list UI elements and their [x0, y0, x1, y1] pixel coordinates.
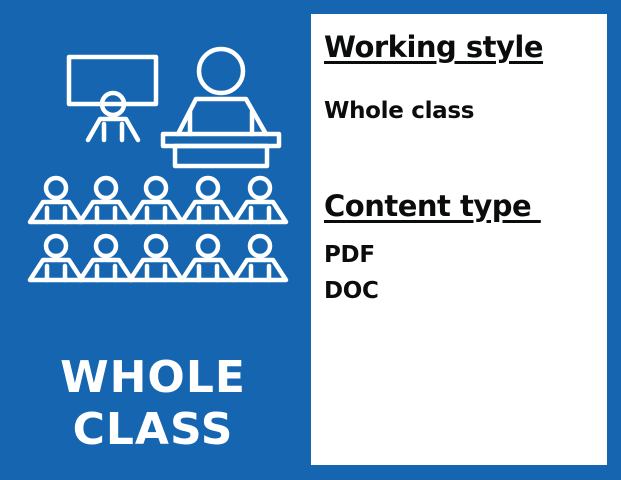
student-figure — [179, 175, 237, 225]
student-body — [77, 257, 135, 283]
student-head — [43, 175, 69, 201]
student-head — [143, 175, 169, 201]
content-type-heading: Content type — [324, 189, 541, 223]
student-body — [179, 257, 237, 283]
student-head — [247, 233, 273, 259]
teacher-head — [196, 46, 246, 96]
student-figure — [77, 175, 135, 225]
student-figure — [77, 233, 135, 283]
presenter-student-head — [99, 90, 127, 118]
student-figure — [127, 233, 185, 283]
working-style-heading: Working style — [324, 30, 544, 64]
student-figure — [27, 175, 85, 225]
working-style-value: Whole class — [324, 98, 475, 124]
student-figure — [231, 233, 289, 283]
student-body — [27, 257, 85, 283]
student-body — [77, 199, 135, 225]
student-head — [93, 175, 119, 201]
student-head — [43, 233, 69, 259]
student-body — [27, 199, 85, 225]
student-figure — [27, 233, 85, 283]
student-head — [93, 233, 119, 259]
student-body — [127, 199, 185, 225]
student-body — [179, 199, 237, 225]
teacher-body — [175, 96, 269, 137]
badge-title-line2: CLASS — [72, 404, 234, 455]
badge-title: WHOLE CLASS — [0, 352, 306, 456]
content-type-pdf: PDF — [324, 242, 375, 268]
whiteboard-shape — [66, 54, 159, 107]
info-panel: Working style Whole class Content type P… — [311, 14, 607, 465]
student-head — [195, 233, 221, 259]
student-figure — [127, 175, 185, 225]
student-figure — [179, 233, 237, 283]
student-body — [127, 257, 185, 283]
presenter-student-body — [85, 116, 141, 143]
student-head — [143, 233, 169, 259]
student-figure — [231, 175, 289, 225]
student-head — [195, 175, 221, 201]
badge-title-line1: WHOLE — [60, 352, 246, 403]
student-body — [231, 257, 289, 283]
students-grid — [27, 175, 289, 283]
student-head — [247, 175, 273, 201]
content-type-doc: DOC — [324, 278, 379, 304]
student-body — [231, 199, 289, 225]
whole-class-classroom-icon — [27, 46, 289, 283]
